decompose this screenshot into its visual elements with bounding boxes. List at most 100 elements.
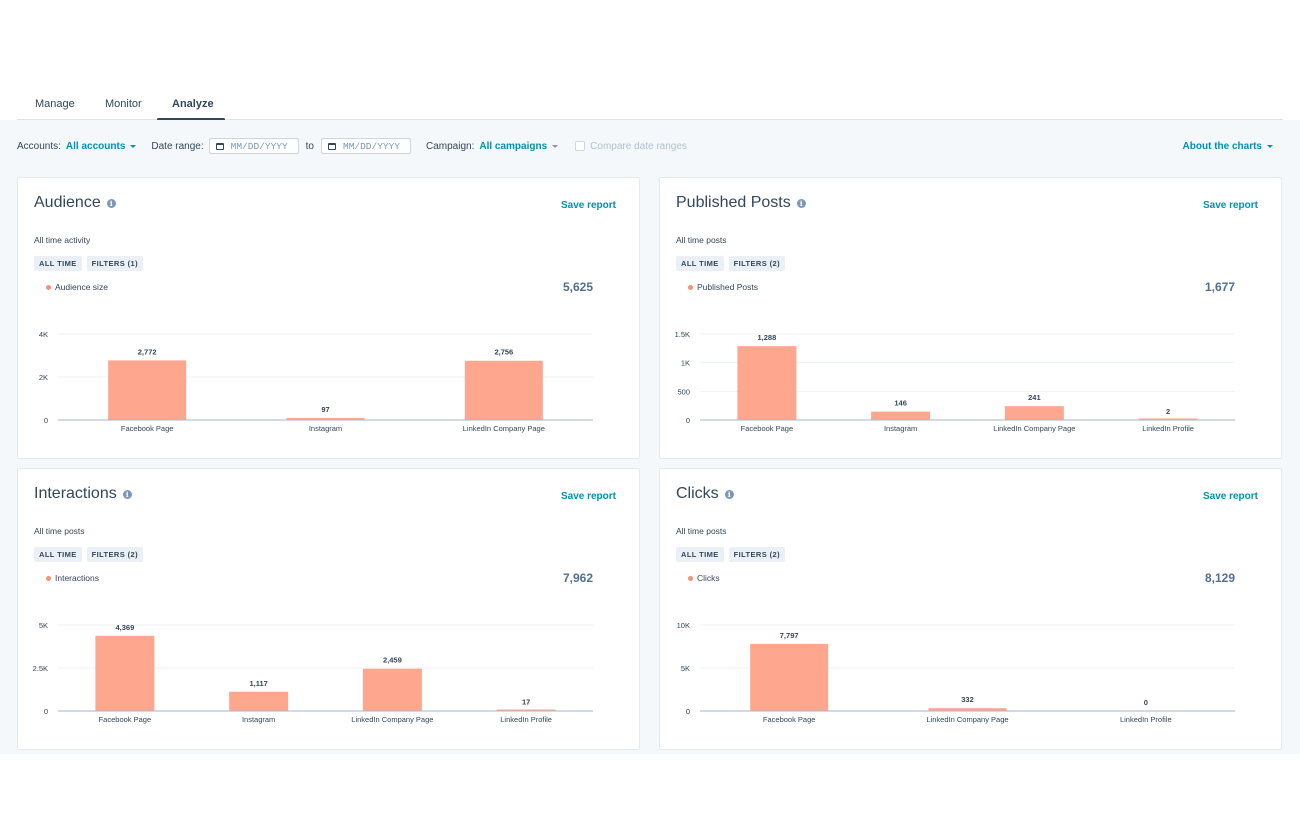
card-title: Interactions i [34, 485, 132, 503]
bar [229, 691, 289, 711]
to-label: to [305, 140, 314, 152]
about-charts-dropdown[interactable]: About the charts [1183, 141, 1273, 152]
date-to-placeholder: MM/DD/YYYY [343, 140, 401, 152]
bar-value-label: 7,797 [780, 631, 799, 640]
card-tags: ALL TIME FILTERS (2) [676, 256, 785, 271]
x-tick-label: LinkedIn Profile [1142, 424, 1194, 433]
y-tick-label: 0 [686, 416, 690, 425]
card-title-text: Interactions [34, 485, 117, 502]
card-title-text: Clicks [676, 485, 719, 502]
card-total: 8,129 [1204, 571, 1235, 585]
bar [95, 635, 155, 711]
bar [928, 708, 1007, 711]
tag-filters[interactable]: FILTERS (1) [86, 256, 143, 271]
tab-manage[interactable]: Manage [35, 98, 75, 110]
about-charts-label: About the charts [1182, 140, 1262, 152]
save-report-button[interactable]: Save report [1202, 200, 1258, 211]
clicks-bar-chart: 0 5K 10K 7,797 Facebook Page 332 LinkedIn Comp… [677, 621, 1235, 724]
bar [108, 360, 187, 420]
date-from-input[interactable]: MM/DD/YYYY [208, 138, 299, 154]
bar [496, 709, 556, 711]
save-report-button[interactable]: Save report [560, 200, 616, 211]
tab-analyze[interactable]: Analyze [172, 98, 214, 110]
legend-dot [688, 575, 693, 581]
accounts-value: All accounts [65, 140, 126, 152]
y-tick-label: 500 [677, 387, 690, 396]
info-icon[interactable]: i [796, 198, 806, 208]
tag-all-time[interactable]: ALL TIME [34, 547, 82, 562]
date-from-placeholder: MM/DD/YYYY [230, 140, 288, 152]
bar-value-label: 1,117 [249, 679, 267, 688]
date-range-label: Date range: [151, 140, 204, 152]
save-report-button[interactable]: Save report [560, 491, 616, 502]
y-tick-label: 0 [686, 707, 690, 716]
campaign-dropdown[interactable]: All campaigns [479, 140, 559, 152]
chevron-down-icon [130, 144, 137, 148]
bar-value-label: 2,772 [138, 347, 157, 356]
x-tick-label: LinkedIn Company Page [351, 715, 433, 724]
info-icon[interactable]: i [724, 489, 734, 499]
x-tick-label: LinkedIn Profile [1120, 715, 1172, 724]
tag-filters[interactable]: FILTERS (2) [728, 547, 785, 562]
x-tick-label: LinkedIn Company Page [463, 424, 545, 433]
tag-all-time[interactable]: ALL TIME [676, 256, 724, 271]
x-tick-label: LinkedIn Company Page [993, 424, 1075, 433]
accounts-dropdown[interactable]: All accounts [65, 140, 137, 152]
y-tick-label: 4K [39, 330, 48, 339]
card-tags: ALL TIME FILTERS (2) [34, 547, 143, 562]
audience-card: Audience i Save report All time activity … [17, 177, 640, 459]
card-subtitle: All time posts [34, 526, 85, 536]
y-tick-label: 1K [681, 359, 690, 368]
bar-value-label: 2,459 [383, 656, 402, 665]
campaign-value: All campaigns [479, 140, 548, 152]
save-report-button[interactable]: Save report [1202, 491, 1258, 502]
interactions-card: Interactions i Save report All time posts… [17, 468, 640, 750]
y-tick-label: 1.5K [675, 330, 690, 339]
bar-value-label: 2,756 [494, 348, 513, 357]
y-tick-label: 0 [44, 707, 48, 716]
card-title: Audience i [34, 194, 116, 212]
info-icon[interactable]: i [106, 198, 116, 208]
tag-filters[interactable]: FILTERS (2) [728, 256, 785, 271]
x-tick-label: Facebook Page [741, 424, 794, 433]
compare-date-ranges: Compare date ranges [575, 141, 687, 152]
bar-value-label: 1,288 [757, 333, 776, 342]
bar [464, 360, 543, 420]
active-tab-indicator [157, 118, 225, 121]
clicks-card: Clicks i Save report All time posts ALL T… [659, 468, 1282, 750]
bar [737, 346, 797, 420]
tag-all-time[interactable]: ALL TIME [676, 547, 724, 562]
audience-bar-chart: 0 2K 4K 2,772 Facebook Page 97 Instagram 2,756 L… [39, 330, 593, 433]
tag-all-time[interactable]: ALL TIME [34, 256, 82, 271]
bar [1004, 406, 1064, 420]
card-title-text: Published Posts [676, 194, 791, 211]
x-tick-label: LinkedIn Company Page [926, 715, 1008, 724]
legend-dot [46, 284, 51, 290]
legend-dot [688, 284, 693, 290]
card-subtitle: All time posts [676, 235, 727, 245]
bar-value-label: 97 [321, 405, 329, 414]
tag-filters[interactable]: FILTERS (2) [86, 547, 143, 562]
bar-value-label: 241 [1028, 393, 1041, 402]
x-tick-label: Instagram [309, 424, 342, 433]
info-icon[interactable]: i [122, 489, 132, 499]
tab-monitor[interactable]: Monitor [105, 98, 142, 110]
x-tick-label: LinkedIn Profile [500, 715, 552, 724]
legend-label: Clicks [697, 573, 720, 583]
bar-value-label: 0 [1144, 698, 1148, 707]
legend-label: Interactions [55, 573, 99, 583]
card-title: Published Posts i [676, 194, 806, 212]
y-tick-label: 10K [677, 621, 690, 630]
card-total: 7,962 [562, 571, 593, 585]
x-tick-label: Facebook Page [763, 715, 816, 724]
date-to-input[interactable]: MM/DD/YYYY [321, 138, 411, 154]
x-tick-label: Instagram [884, 424, 917, 433]
filter-bar: Accounts: All accounts Date range: MM/DD… [17, 137, 1283, 155]
accounts-label: Accounts: [17, 140, 61, 152]
bar-value-label: 146 [894, 399, 907, 408]
compare-checkbox[interactable] [575, 141, 586, 151]
y-tick-label: 0 [44, 416, 48, 425]
chevron-down-icon [1267, 144, 1273, 148]
card-title: Clicks i [676, 485, 734, 503]
